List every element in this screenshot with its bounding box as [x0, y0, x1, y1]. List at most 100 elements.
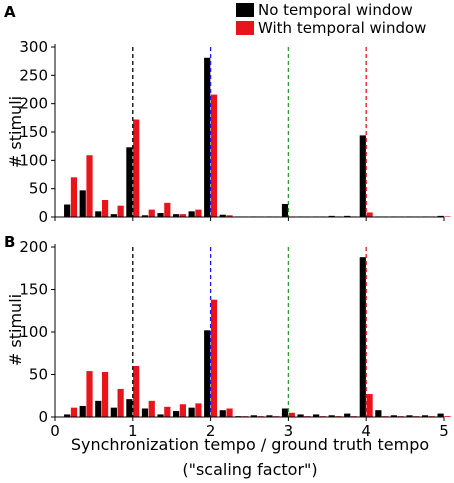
bar-b-with-window-3 — [288, 412, 295, 417]
bar-a-no-window-3 — [281, 203, 289, 217]
x-tick-label-b-2: 2 — [206, 422, 216, 440]
y-tick-label-b-50: 50 — [29, 366, 48, 384]
legend-swatch-no-window — [236, 3, 254, 17]
bar-b-no-window-0.4 — [79, 405, 86, 417]
legend-label-with-window: With temporal window — [258, 19, 426, 37]
bar-b-no-window-3 — [281, 408, 289, 417]
bar-a-no-window-2 — [204, 57, 211, 217]
panel-b: B # stimuli 0 50 100 150 200 0 1 2 3 4 5 — [4, 233, 451, 440]
y-tick-label-a-250: 250 — [19, 66, 48, 84]
bar-b-no-window-3.6 — [328, 415, 335, 417]
bar-b-no-window-1.6 — [172, 411, 180, 417]
y-tick-label-b-200: 200 — [19, 238, 48, 256]
bar-b-with-window-0.2 — [70, 407, 78, 417]
x-axis-sublabel: ("scaling factor") — [182, 460, 317, 479]
x-axis-label: Synchronization tempo / ground truth tem… — [71, 435, 429, 454]
bar-a-no-window-5 — [437, 215, 444, 217]
bar-b-no-window-4.8 — [421, 415, 429, 417]
panel-a: A # stimuli 0 50 100 150 200 250 300 — [4, 3, 451, 226]
legend-label-no-window: No temporal window — [258, 1, 413, 19]
x-tick-label-b-1: 1 — [128, 422, 138, 440]
bar-a-with-window-0.6 — [101, 200, 109, 217]
bar-b-no-window-1.2 — [141, 408, 149, 417]
y-tick-label-a-100: 100 — [19, 151, 48, 169]
bar-a-with-window-2.2 — [226, 215, 233, 217]
bar-a-no-window-0.2 — [64, 204, 71, 217]
bar-b-with-window-4 — [366, 394, 373, 417]
x-tick-label-b-3: 3 — [284, 422, 294, 440]
bar-b-no-window-4 — [359, 257, 366, 417]
y-tick-label-b-150: 150 — [19, 281, 48, 299]
bar-b-no-window-1.4 — [157, 414, 164, 417]
bar-a-with-window-0.4 — [86, 155, 93, 217]
bar-b-with-window-1.2 — [148, 400, 155, 417]
bar-a-no-window-0.6 — [95, 211, 102, 217]
reference-lines-b — [132, 247, 367, 417]
panel-letter-b: B — [4, 233, 15, 251]
bar-b-no-window-4.2 — [375, 410, 382, 417]
bar-b-with-window-1.6 — [179, 404, 186, 417]
bar-b-with-window-2.2 — [226, 408, 233, 417]
y-axis-label-a: # stimuli — [6, 96, 25, 168]
bar-b-no-window-3.4 — [313, 414, 320, 417]
bar-a-with-window-1 — [133, 119, 140, 217]
bar-a-no-window-3.6 — [328, 215, 335, 217]
bar-a-with-window-0.8 — [117, 205, 124, 217]
x-tick-label-b-0: 0 — [50, 422, 60, 440]
axis-lines-b — [54, 244, 444, 418]
bar-a-no-window-1.2 — [141, 215, 149, 217]
x-tick-label-b-4: 4 — [361, 422, 371, 440]
bar-b-no-window-2 — [204, 330, 211, 417]
bar-a-with-window-1.2 — [148, 209, 155, 217]
bar-b-with-window-1 — [133, 366, 140, 417]
y-tick-label-a-150: 150 — [19, 123, 48, 141]
bar-a-no-window-4 — [359, 135, 366, 217]
bar-b-with-window-0.6 — [101, 371, 109, 417]
bar-b-no-window-4.4 — [390, 415, 398, 417]
axes-a: 0 50 100 150 200 250 300 — [19, 38, 445, 226]
bars-a — [64, 57, 451, 217]
legend-swatch-with-window — [236, 21, 254, 35]
y-tick-label-a-200: 200 — [19, 95, 48, 113]
bar-b-no-window-5 — [437, 413, 444, 417]
bar-a-no-window-1.8 — [188, 211, 195, 217]
y-tick-label-a-300: 300 — [19, 38, 48, 56]
bar-a-no-window-1 — [126, 147, 133, 217]
reference-lines-a — [132, 47, 367, 217]
y-tick-label-a-0: 0 — [38, 208, 48, 226]
bar-b-no-window-2.8 — [266, 415, 273, 417]
y-tick-label-a-50: 50 — [29, 180, 48, 198]
bars-b — [64, 257, 451, 417]
bar-b-with-window-1.8 — [195, 403, 202, 417]
y-tick-label-b-0: 0 — [38, 408, 48, 426]
y-axis-label-b: # stimuli — [6, 294, 25, 366]
bar-a-with-window-1.8 — [195, 209, 202, 217]
bar-b-no-window-1 — [126, 399, 133, 417]
panel-letter-a: A — [4, 3, 16, 21]
bar-a-with-window-1.4 — [164, 202, 171, 217]
bar-a-no-window-3.8 — [344, 215, 351, 217]
bar-a-with-window-4 — [366, 212, 373, 217]
bar-a-with-window-2 — [210, 94, 218, 217]
bar-a-no-window-0.8 — [110, 214, 117, 217]
bar-a-with-window-0.2 — [70, 177, 78, 217]
bar-a-no-window-1.6 — [172, 214, 180, 217]
bar-b-with-window-0.8 — [117, 388, 124, 417]
bar-a-no-window-2.2 — [219, 214, 226, 217]
bar-b-no-window-2.2 — [219, 410, 226, 417]
bar-b-with-window-1.4 — [164, 406, 171, 417]
bar-a-no-window-0.4 — [79, 190, 86, 217]
bar-b-no-window-4.6 — [406, 415, 413, 417]
bar-a-no-window-1.4 — [157, 213, 164, 217]
axis-lines-a — [54, 44, 444, 218]
bar-a-with-window-1.6 — [179, 214, 186, 217]
bar-b-no-window-3.8 — [344, 413, 351, 417]
x-tick-label-b-5: 5 — [439, 422, 449, 440]
bar-b-no-window-1.8 — [188, 407, 195, 417]
bar-b-with-window-2 — [210, 299, 218, 417]
bar-b-no-window-2.6 — [250, 415, 257, 417]
bar-b-no-window-0.8 — [110, 407, 117, 417]
bar-b-with-window-0.4 — [86, 371, 93, 417]
axes-b: 0 50 100 150 200 0 1 2 3 4 5 — [19, 238, 448, 440]
